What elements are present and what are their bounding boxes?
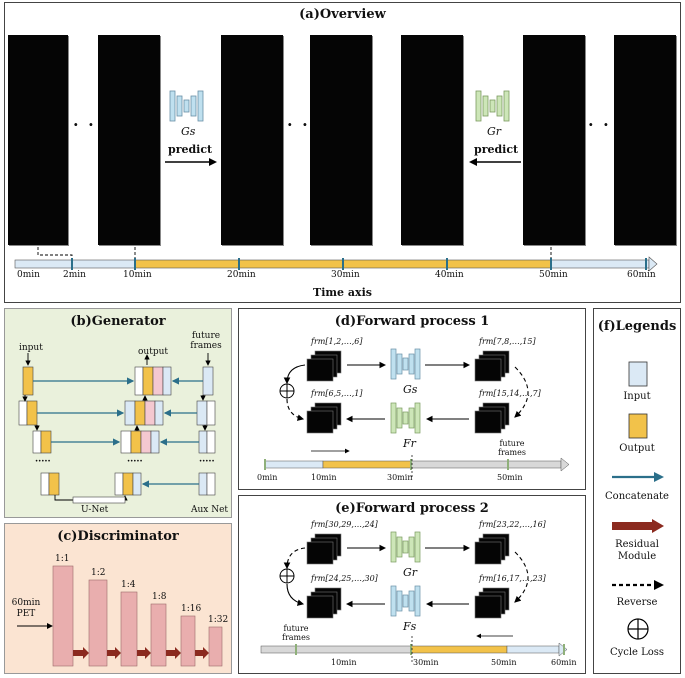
forward-process-1-panel: (d)Forward process 1 frm[1,2,…,6] frm[7,…: [238, 308, 586, 490]
generator-title: (b)Generator: [70, 314, 166, 329]
tick-20min: 20min: [227, 270, 256, 280]
legend-output-swatch: [628, 413, 648, 439]
discriminator-panel: (c)Discriminator 60min PET 1:1 1:2 1:4 1…: [4, 523, 232, 674]
tick-60min: 60min: [627, 270, 656, 280]
future-frames-label: future frames: [190, 331, 222, 351]
legend-output-label: Output: [619, 443, 655, 454]
pet-scan-2-10min: [98, 35, 160, 245]
frm-label-br-e: frm[16,17,…,23]: [479, 574, 546, 583]
forward2-diagram: [260, 531, 568, 664]
legend-concatenate-label: Concatenate: [605, 491, 669, 502]
tick-10min: 10min: [123, 270, 152, 280]
forward1-diagram: [264, 348, 570, 479]
legend-cycle-loss-label: Cycle Loss: [609, 647, 665, 658]
forward2-tick-10min: 10min: [331, 658, 357, 667]
ratio-1-32: 1:32: [208, 615, 229, 625]
ratio-1-8: 1:8: [152, 592, 167, 602]
aux-ellipsis: ·····: [199, 457, 215, 467]
overview-panel: (a)Overview · · · · · · · · · Gs predict…: [4, 2, 681, 303]
forward1-title: (d)Forward process 1: [334, 314, 490, 329]
predict-right-label: predict: [474, 143, 519, 156]
tick-30min: 30min: [331, 270, 360, 280]
gr-label-e: Gr: [403, 566, 418, 579]
axis-title: Time axis: [313, 286, 372, 299]
decoder-ellipsis: ·····: [127, 457, 143, 467]
discriminator-blocks: [17, 565, 223, 667]
discriminator-title: (c)Discriminator: [57, 529, 179, 544]
legend-concatenate-arrow: [612, 472, 664, 482]
generator-panel: (b)Generator input output future frames: [4, 308, 232, 518]
generator-architecture: [18, 353, 216, 504]
forward2-tick-60min: 60min: [551, 658, 577, 667]
pet-scan-60min: [614, 35, 676, 245]
tick-0min: 0min: [17, 270, 40, 280]
unet-label: U-Net: [81, 505, 109, 515]
legend-reverse-label: Reverse: [616, 597, 658, 608]
ratio-1-16: 1:16: [181, 604, 202, 614]
generator-gr-icon: [475, 90, 510, 122]
legend-input-label: Input: [623, 391, 651, 402]
ratio-1-4: 1:4: [121, 580, 136, 590]
forward2-future-frames: future frames: [282, 624, 310, 642]
tick-40min: 40min: [435, 270, 464, 280]
legend-residual-arrow: [612, 519, 664, 533]
forward1-tick-0min: 0min: [257, 473, 278, 482]
fs-label-e: Fs: [403, 620, 417, 633]
forward1-tick-10min: 10min: [311, 473, 337, 482]
gr-label: Gr: [487, 125, 502, 138]
forward2-title: (e)Forward process 2: [335, 501, 489, 516]
forward1-future-frames: future frames: [498, 439, 526, 457]
legends-title: (f)Legends: [597, 319, 677, 334]
output-label: output: [138, 347, 169, 357]
forward-process-2-panel: (e)Forward process 2 frm[30,29,…,24] frm…: [238, 495, 586, 674]
time-axis: [14, 247, 658, 272]
frm-label-tl-e: frm[30,29,…,24]: [311, 520, 378, 529]
frm-label-tr: frm[7,8,…,15]: [479, 337, 536, 346]
gs-label: Gs: [181, 125, 196, 138]
ratio-1-1: 1:1: [55, 554, 70, 564]
tick-50min: 50min: [539, 270, 568, 280]
input-label: input: [19, 343, 43, 353]
generator-gs-icon: [169, 90, 204, 122]
forward1-tick-30min: 30min: [387, 473, 413, 482]
legends-panel: (f)Legends Input Output Concatenate Resi…: [593, 308, 681, 674]
cycle-loss-icon: [627, 618, 649, 640]
frm-label-br: frm[15,14,…,7]: [479, 389, 541, 398]
overview-title: (a)Overview: [299, 7, 386, 22]
forward2-tick-50min: 50min: [491, 658, 517, 667]
forward1-tick-50min: 50min: [497, 473, 523, 482]
frm-label-bl: frm[6,5,…,1]: [311, 389, 363, 398]
predict-left-label: predict: [168, 143, 213, 156]
tick-2min: 2min: [63, 270, 86, 280]
legend-input-swatch: [628, 361, 648, 387]
frm-label-tl: frm[1,2,…,6]: [311, 337, 363, 346]
pet-scan-20min: [221, 35, 283, 245]
fr-label-d: Fr: [403, 437, 416, 450]
pet-scan-0-2min: [8, 35, 68, 245]
gs-label-d: Gs: [403, 383, 418, 396]
pet-scan-30min: [310, 35, 372, 245]
aux-net-label: Aux Net: [191, 505, 229, 515]
ratio-1-2: 1:2: [91, 568, 106, 578]
pet-scan-40min: [401, 35, 463, 245]
predict-right-arrow: [165, 158, 217, 166]
pet-input-label: 60min PET: [11, 598, 41, 619]
frm-label-tr-e: frm[23,22,…,16]: [479, 520, 546, 529]
predict-left-arrow: [469, 158, 521, 166]
forward2-tick-30min: 30min: [413, 658, 439, 667]
legend-residual-label: Residual Module: [615, 539, 659, 562]
encoder-ellipsis: ·····: [35, 457, 51, 467]
frm-label-bl-e: frm[24,25,…,30]: [311, 574, 378, 583]
pet-scan-50min: [523, 35, 585, 245]
legend-reverse-arrow: [612, 580, 664, 590]
